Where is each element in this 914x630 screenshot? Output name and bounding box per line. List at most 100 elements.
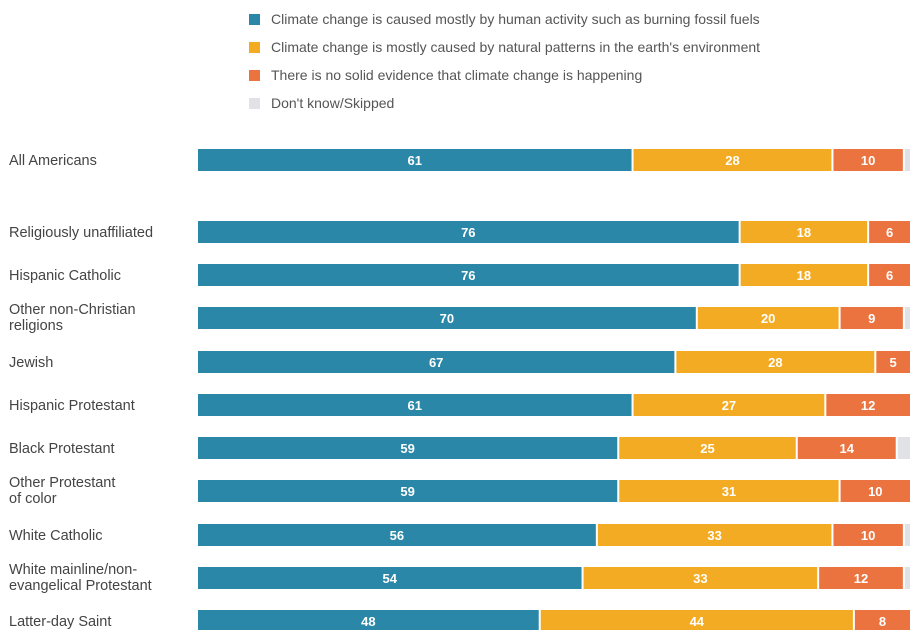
bar-value-label: 33 bbox=[693, 571, 707, 586]
bar-segment bbox=[826, 394, 910, 416]
bar-segment bbox=[897, 437, 910, 459]
bar-segment bbox=[904, 567, 910, 589]
row-label-line: White Catholic bbox=[9, 528, 102, 544]
bar-value-label: 9 bbox=[868, 311, 875, 326]
bar-segment bbox=[619, 437, 796, 459]
bar-segment bbox=[797, 437, 896, 459]
bar-value-label: 10 bbox=[861, 153, 875, 168]
row-label-line: White mainline/non- bbox=[9, 562, 137, 578]
row-label-line: Other Protestant bbox=[9, 475, 115, 491]
bar-value-label: 10 bbox=[868, 484, 882, 499]
bar-segment bbox=[198, 307, 696, 329]
bar-value-label: 54 bbox=[383, 571, 398, 586]
bar-segment bbox=[840, 307, 903, 329]
row-label-line: Jewish bbox=[9, 355, 53, 371]
legend-swatch bbox=[249, 42, 260, 53]
bar-value-label: 31 bbox=[722, 484, 736, 499]
bar-value-label: 28 bbox=[768, 355, 782, 370]
row-label-line: Black Protestant bbox=[9, 441, 115, 457]
legend-label: Climate change is caused mostly by human… bbox=[271, 11, 760, 27]
legend-swatch bbox=[249, 98, 260, 109]
bar-segment bbox=[540, 610, 853, 630]
row-label: Other Protestant of color bbox=[9, 475, 115, 507]
bar-segment bbox=[633, 149, 832, 171]
bar-segment bbox=[740, 264, 868, 286]
row-label-line: Other non-Christian bbox=[9, 302, 136, 318]
row-label: Religiously unaffiliated bbox=[9, 225, 153, 241]
row-label-line: Hispanic Catholic bbox=[9, 268, 121, 284]
bar-segment bbox=[740, 221, 868, 243]
bar-segment bbox=[697, 307, 839, 329]
row-label-line: All Americans bbox=[9, 153, 97, 169]
bar-value-label: 76 bbox=[461, 225, 475, 240]
bar-segment bbox=[583, 567, 818, 589]
bar-segment bbox=[904, 307, 910, 329]
bar-segment bbox=[676, 351, 875, 373]
row-label: Black Protestant bbox=[9, 441, 115, 457]
bar-value-label: 6 bbox=[886, 225, 893, 240]
bar-segment bbox=[597, 524, 832, 546]
bar-value-label: 12 bbox=[861, 398, 875, 413]
row-label-line: Hispanic Protestant bbox=[9, 398, 135, 414]
bar-value-label: 27 bbox=[722, 398, 736, 413]
bar-value-label: 6 bbox=[886, 268, 893, 283]
bar-value-label: 25 bbox=[700, 441, 714, 456]
bar-value-label: 5 bbox=[890, 355, 897, 370]
bar-segment bbox=[833, 149, 903, 171]
legend-swatch bbox=[249, 14, 260, 25]
bar-segment bbox=[198, 437, 618, 459]
bar-value-label: 18 bbox=[797, 268, 811, 283]
bar-segment bbox=[833, 524, 903, 546]
bar-segment bbox=[198, 567, 582, 589]
row-label-line: Latter-day Saint bbox=[9, 614, 111, 630]
bar-value-label: 33 bbox=[707, 528, 721, 543]
bar-value-label: 70 bbox=[440, 311, 454, 326]
bar-segment bbox=[904, 524, 910, 546]
bar-segment bbox=[633, 394, 825, 416]
row-label-line: Religiously unaffiliated bbox=[9, 225, 153, 241]
bar-value-label: 14 bbox=[840, 441, 855, 456]
bar-segment bbox=[198, 149, 632, 171]
bar-value-label: 28 bbox=[725, 153, 739, 168]
bar-segment bbox=[198, 351, 675, 373]
bar-value-label: 67 bbox=[429, 355, 443, 370]
bar-segment bbox=[869, 264, 910, 286]
legend-label: Don't know/Skipped bbox=[271, 95, 395, 111]
bar-segment bbox=[876, 351, 910, 373]
bar-segment bbox=[869, 221, 910, 243]
bar-value-label: 48 bbox=[361, 614, 375, 629]
bar-segment bbox=[198, 480, 618, 502]
legend-swatch bbox=[249, 70, 260, 81]
bar-value-label: 61 bbox=[408, 153, 422, 168]
bar-value-label: 59 bbox=[400, 441, 414, 456]
bar-segment bbox=[198, 524, 596, 546]
bar-value-label: 18 bbox=[797, 225, 811, 240]
bar-segment bbox=[904, 149, 910, 171]
row-label: Latter-day Saint bbox=[9, 614, 111, 630]
legend-label: There is no solid evidence that climate … bbox=[271, 67, 643, 83]
bar-value-label: 12 bbox=[854, 571, 868, 586]
bar-segment bbox=[198, 394, 632, 416]
bar-value-label: 44 bbox=[690, 614, 705, 629]
row-label: Other non-Christian religions bbox=[9, 302, 136, 334]
bar-value-label: 76 bbox=[461, 268, 475, 283]
row-label: White Catholic bbox=[9, 528, 102, 544]
bar-value-label: 56 bbox=[390, 528, 404, 543]
bar-segment bbox=[854, 610, 910, 630]
bar-value-label: 10 bbox=[861, 528, 875, 543]
bar-segment bbox=[819, 567, 903, 589]
row-label: Jewish bbox=[9, 355, 53, 371]
row-label: Hispanic Catholic bbox=[9, 268, 121, 284]
row-label-line: of color bbox=[9, 491, 57, 507]
row-label: White mainline/non-evangelical Protestan… bbox=[9, 562, 152, 594]
bar-segment bbox=[840, 480, 910, 502]
bar-value-label: 61 bbox=[408, 398, 422, 413]
bar-value-label: 59 bbox=[400, 484, 414, 499]
bar-segment bbox=[619, 480, 839, 502]
legend-label: Climate change is mostly caused by natur… bbox=[271, 39, 761, 55]
bar-value-label: 20 bbox=[761, 311, 775, 326]
bar-segment bbox=[198, 264, 739, 286]
bar-value-label: 8 bbox=[879, 614, 886, 629]
row-label-line: evangelical Protestant bbox=[9, 578, 152, 594]
